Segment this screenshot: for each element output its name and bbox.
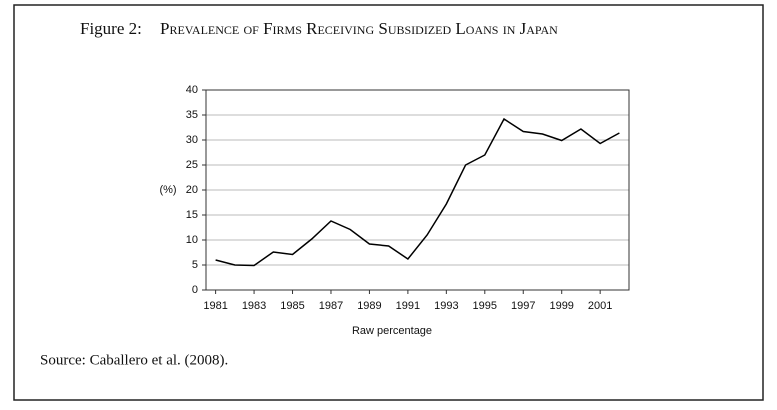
x-tick-label: 1995 — [473, 300, 497, 312]
x-tick-label: 1983 — [242, 300, 266, 312]
y-tick-label: 30 — [186, 134, 198, 146]
x-axis-label: Raw percentage — [352, 325, 432, 337]
x-tick-label: 1991 — [396, 300, 420, 312]
y-tick-label: 40 — [186, 84, 198, 96]
x-tick-label: 1997 — [511, 300, 535, 312]
x-tick-label: 1993 — [434, 300, 458, 312]
x-tick-label: 1981 — [203, 300, 227, 312]
data-line — [215, 117, 620, 267]
x-tick-label: 2001 — [588, 300, 612, 312]
x-tick-label: 1985 — [280, 300, 304, 312]
y-tick-label: 5 — [192, 259, 198, 271]
x-tick-label: 1987 — [319, 300, 343, 312]
y-tick-label: 20 — [186, 184, 198, 196]
y-tick-label: 35 — [186, 109, 198, 121]
y-tick-label: 25 — [186, 159, 198, 171]
source-note: Source: Caballero et al. (2008). — [40, 352, 228, 368]
chart-title: Prevalence of Firms Receiving Subsidized… — [160, 19, 558, 38]
y-tick-label: 10 — [186, 234, 198, 246]
figure-label: Figure 2: — [80, 19, 142, 38]
x-tick-label: 1989 — [357, 300, 381, 312]
y-axis-label: (%) — [159, 184, 176, 196]
y-tick-label: 15 — [186, 209, 198, 221]
y-tick-label: 0 — [192, 284, 198, 296]
plot-frame — [205, 89, 630, 291]
frame — [13, 4, 764, 401]
x-tick-label: 1999 — [549, 300, 573, 312]
